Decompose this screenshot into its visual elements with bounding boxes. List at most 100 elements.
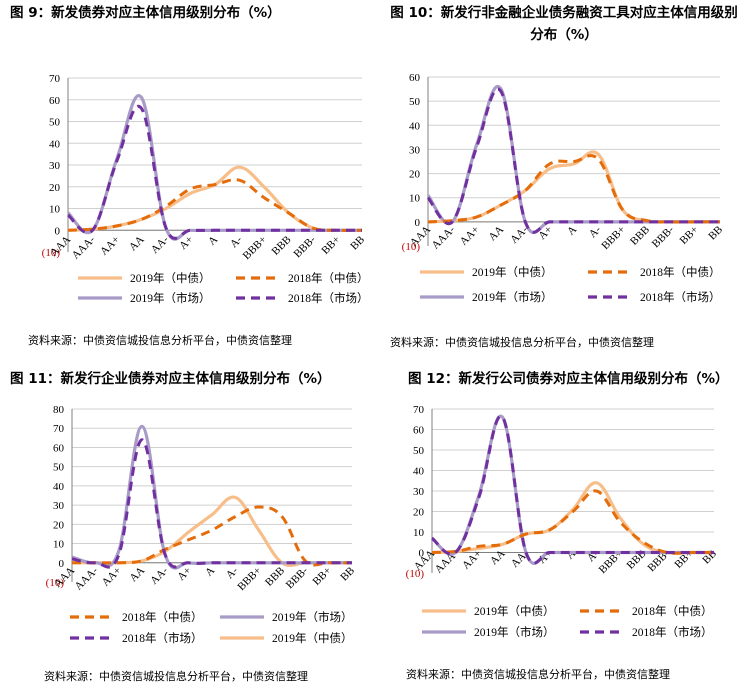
y-tick-label: 30 bbox=[413, 486, 425, 498]
y-tick-label: 80 bbox=[53, 404, 65, 416]
x-tick-label: BB bbox=[706, 224, 725, 243]
x-tick-label: A- bbox=[228, 233, 245, 250]
series-line bbox=[71, 505, 353, 567]
legend-label: 2019年（中债） bbox=[272, 631, 353, 645]
y-tick-label: 0 bbox=[419, 548, 425, 560]
y-tick-label: 60 bbox=[409, 72, 421, 84]
y-tick-label: (10) bbox=[406, 568, 425, 580]
y-tick-label: 40 bbox=[53, 481, 65, 493]
y-tick-label: 40 bbox=[413, 466, 425, 478]
y-tick-label: 20 bbox=[49, 182, 61, 194]
x-tick-label: BB bbox=[700, 548, 719, 567]
x-tick-label: AAA- bbox=[70, 233, 98, 261]
series-line bbox=[67, 178, 363, 232]
chart-panel-9: 图 9：新发债券对应主体信用级别分布（%） (10) 0 10 20 30 40 50 60 7… bbox=[0, 0, 378, 347]
y-tick-label: (10) bbox=[42, 247, 61, 259]
y-tick-label: 30 bbox=[49, 160, 61, 172]
y-tick-label: 50 bbox=[409, 96, 421, 108]
y-tick-label: 10 bbox=[53, 539, 65, 551]
x-tick-label: AA bbox=[488, 548, 508, 568]
legend-label: 2018年（中债） bbox=[288, 271, 369, 285]
x-tick-label: AA- bbox=[149, 233, 172, 256]
legend-label: 2018年（中债） bbox=[640, 265, 721, 279]
chart-title: 图 10：新发行非金融企业债务融资工具对应主体信用级别分布（%） bbox=[390, 5, 738, 43]
x-tick-label: A bbox=[206, 234, 220, 248]
y-tick-label: 0 bbox=[415, 217, 421, 229]
x-tick-label: BBB- bbox=[284, 564, 311, 591]
series-line bbox=[431, 481, 714, 555]
legend-label: 2019年（中债） bbox=[474, 604, 555, 618]
x-tick-label: A- bbox=[587, 223, 604, 240]
x-tick-label: AAA- bbox=[73, 564, 101, 592]
y-tick-label: 60 bbox=[413, 425, 425, 437]
legend-label: 2019年（市场） bbox=[474, 625, 555, 639]
x-tick-label: AA bbox=[486, 224, 506, 244]
source-note: 资料来源：中债资信城投信息分析平台，中债资信整理 bbox=[406, 668, 670, 681]
y-tick-label: 0 bbox=[55, 225, 61, 237]
y-tick-label: 30 bbox=[409, 144, 421, 156]
series-line bbox=[426, 87, 720, 234]
x-tick-label: BBB+ bbox=[599, 224, 627, 252]
series-line bbox=[430, 414, 714, 565]
x-tick-label: A- bbox=[224, 564, 241, 581]
series-line bbox=[71, 495, 352, 567]
x-tick-label: AA bbox=[127, 234, 147, 254]
x-tick-label: AAA bbox=[408, 224, 433, 249]
x-tick-label: BBB bbox=[263, 565, 287, 589]
x-tick-label: BB+ bbox=[678, 224, 701, 247]
series-line bbox=[71, 438, 352, 569]
series-line bbox=[426, 85, 720, 234]
y-tick-label: 20 bbox=[409, 169, 421, 181]
x-tick-label: BBB+ bbox=[241, 234, 269, 262]
x-tick-label: BBB bbox=[270, 234, 294, 258]
legend-label: 2018年（中债） bbox=[122, 610, 203, 624]
x-tick-label: AA+ bbox=[98, 234, 122, 258]
x-tick-label: A+ bbox=[536, 548, 554, 566]
legend-label: 2019年（市场） bbox=[272, 610, 353, 624]
legend-label: 2019年（中债） bbox=[472, 265, 553, 279]
x-tick-label: AA+ bbox=[458, 224, 482, 248]
x-tick-label: A bbox=[564, 548, 578, 562]
legend-label: 2018年（市场） bbox=[640, 290, 721, 304]
y-tick-label: 50 bbox=[49, 117, 61, 129]
y-tick-label: 40 bbox=[49, 138, 61, 150]
series-line bbox=[66, 104, 362, 240]
y-tick-label: 70 bbox=[53, 423, 65, 435]
chart-panel-11: 图 11：新发行企业债券对应主体信用级别分布（%） (10) 0 10 20 30 40 5… bbox=[0, 366, 378, 688]
x-tick-label: AA bbox=[127, 565, 147, 585]
x-tick-label: BB bbox=[348, 234, 367, 253]
y-tick-label: 20 bbox=[413, 507, 425, 519]
x-tick-label: AA- bbox=[148, 564, 171, 587]
legend-label: 2019年（市场） bbox=[130, 291, 211, 305]
x-tick-label: AA+ bbox=[100, 565, 124, 589]
x-tick-label: BB bbox=[338, 565, 357, 584]
x-tick-label: BB+ bbox=[319, 234, 342, 257]
y-tick-label: 60 bbox=[49, 95, 61, 107]
chart-panel-10: 图 10：新发行非金融企业债务融资工具对应主体信用级别分布（%） (10) 0 10… bbox=[378, 0, 756, 349]
y-tick-label: 10 bbox=[413, 527, 425, 539]
y-tick-label: 70 bbox=[49, 73, 61, 85]
chart-panel-12: 图 12：新发行公司债券对应主体信用级别分布（%） (10) 0 10 20 30 40 5… bbox=[378, 366, 756, 688]
legend-label: 2019年（市场） bbox=[472, 290, 553, 304]
y-tick-label: 0 bbox=[59, 558, 65, 570]
y-tick-label: 40 bbox=[409, 120, 421, 132]
legend-label: 2019年（中债） bbox=[130, 271, 211, 285]
y-tick-label: 60 bbox=[53, 442, 65, 454]
y-tick-label: 50 bbox=[413, 445, 425, 457]
series-line bbox=[431, 489, 714, 555]
x-tick-label: A bbox=[203, 565, 217, 579]
legend-label: 2018年（市场） bbox=[122, 631, 203, 645]
x-tick-label: AAA- bbox=[430, 223, 458, 251]
chart-title: 图 11：新发行企业债券对应主体信用级别分布（%） bbox=[10, 371, 331, 387]
y-tick-label: 30 bbox=[53, 500, 65, 512]
source-note: 资料来源：中债资信城投信息分析平台，中债资信整理 bbox=[390, 336, 654, 349]
y-tick-label: 50 bbox=[53, 462, 65, 474]
y-tick-label: 10 bbox=[49, 204, 61, 216]
legend-label: 2018年（中债） bbox=[632, 604, 713, 618]
x-tick-label: A- bbox=[585, 547, 602, 564]
chart-title: 图 12：新发行公司债券对应主体信用级别分布（%） bbox=[408, 371, 729, 387]
x-tick-label: AAA bbox=[48, 234, 73, 259]
